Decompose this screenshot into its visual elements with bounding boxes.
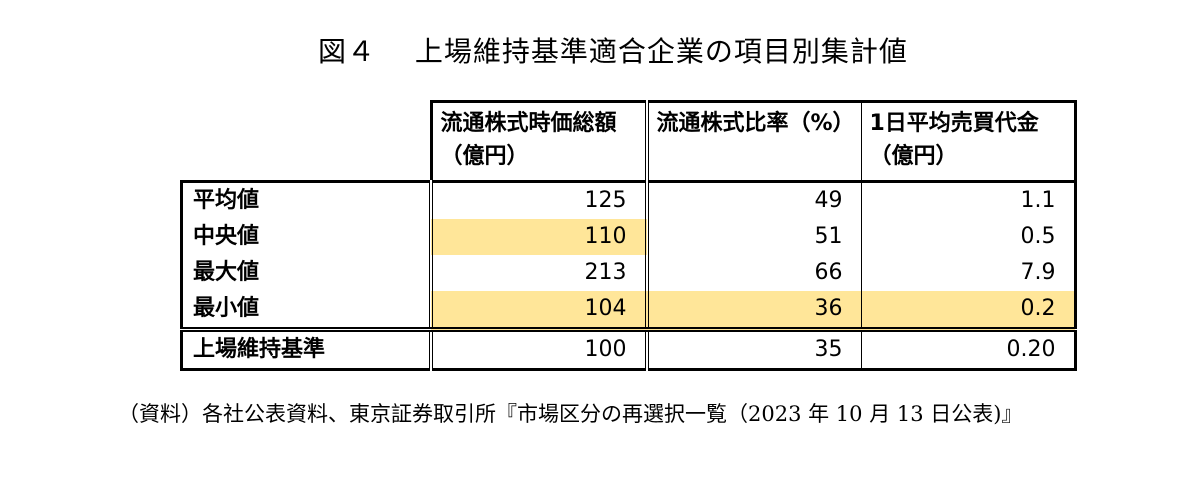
table-row-standard: 上場維持基準 100 35 0.20 <box>180 327 1077 371</box>
row-label: 最小値 <box>180 291 433 330</box>
table-cell: 0.2 <box>861 291 1077 330</box>
header-row: 流通株式時価総額（億円） 流通株式比率（%） 1日平均売買代金（億円） <box>182 100 1077 182</box>
table-cell: 35 <box>646 327 862 371</box>
table-row: 最大値 213 66 7.9 <box>180 255 1077 291</box>
table-row: 平均値 125 49 1.1 <box>180 180 1077 219</box>
table-cell: 7.9 <box>861 255 1077 291</box>
table-cell: 0.5 <box>861 219 1077 255</box>
row-label: 中央値 <box>180 219 433 255</box>
row-label: 上場維持基準 <box>180 327 433 371</box>
table-cell: 49 <box>646 180 862 219</box>
table-cell: 213 <box>431 255 649 291</box>
row-label: 平均値 <box>180 180 433 219</box>
table-cell: 36 <box>646 291 862 330</box>
table-cell: 0.20 <box>861 327 1077 371</box>
header-float-ratio: 流通株式比率（%） <box>646 100 862 182</box>
header-market-cap: 流通株式時価総額（億円） <box>429 100 649 182</box>
figure-title: 図４ 上場維持基準適合企業の項目別集計値 <box>318 35 908 68</box>
table-cell: 66 <box>646 255 862 291</box>
table-cell: 110 <box>431 219 649 255</box>
header-blank <box>182 102 432 182</box>
table-row: 中央値 110 51 0.5 <box>180 219 1077 255</box>
source-note: （資料）各社公表資料、東京証券取引所『市場区分の再選択一覧（2023 年 10 … <box>118 402 1023 426</box>
table-row: 最小値 104 36 0.2 <box>180 291 1077 330</box>
table-cell: 125 <box>431 180 649 219</box>
row-label: 最大値 <box>180 255 433 291</box>
header-trading-value: 1日平均売買代金（億円） <box>861 100 1077 182</box>
summary-table: 流通株式時価総額（億円） 流通株式比率（%） 1日平均売買代金（億円） 平均値 … <box>180 100 1077 371</box>
table-cell: 1.1 <box>861 180 1077 219</box>
table-cell: 100 <box>431 327 649 371</box>
table-cell: 51 <box>646 219 862 255</box>
table-cell: 104 <box>431 291 649 330</box>
